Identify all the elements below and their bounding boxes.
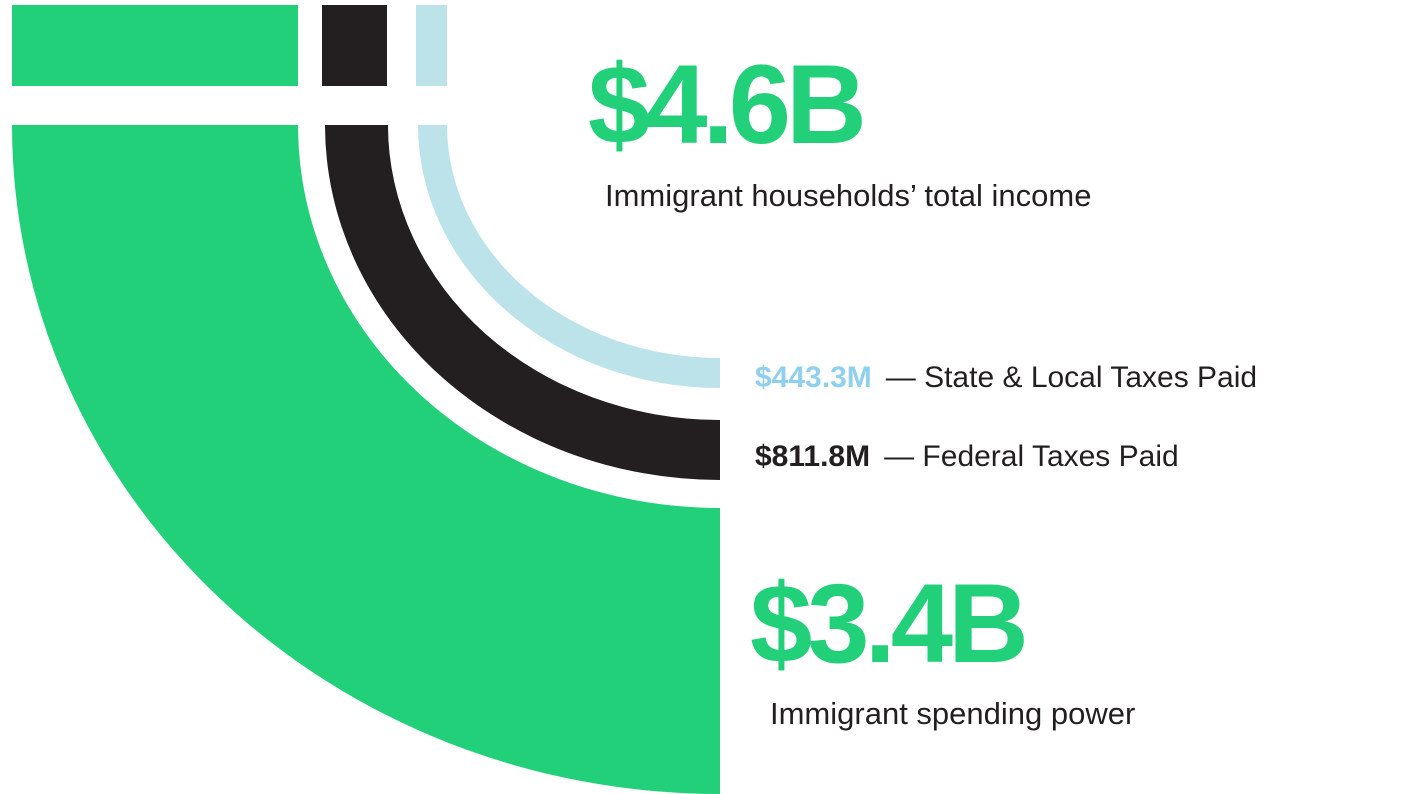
federal-line: $811.8M — Federal Taxes Paid <box>755 440 1179 473</box>
federal-label: — Federal Taxes Paid <box>884 440 1179 473</box>
state-local-label: — State & Local Taxes Paid <box>886 361 1257 394</box>
state-local-line: $443.3M — State & Local Taxes Paid <box>755 361 1257 394</box>
income-bar-blue <box>416 5 447 86</box>
federal-value: $811.8M <box>755 440 870 473</box>
income-bar-black <box>322 5 387 86</box>
income-label: Immigrant households’ total income <box>605 178 1091 213</box>
spending-value: $3.4B <box>750 561 1024 686</box>
income-bar-green <box>12 5 298 86</box>
state-local-value: $443.3M <box>755 361 872 394</box>
spending-label: Immigrant spending power <box>770 696 1135 731</box>
income-value: $4.6B <box>588 42 862 167</box>
state-local-band <box>418 125 720 388</box>
flow-shapes <box>12 5 720 794</box>
spending-band <box>12 125 720 794</box>
federal-band <box>325 125 720 480</box>
